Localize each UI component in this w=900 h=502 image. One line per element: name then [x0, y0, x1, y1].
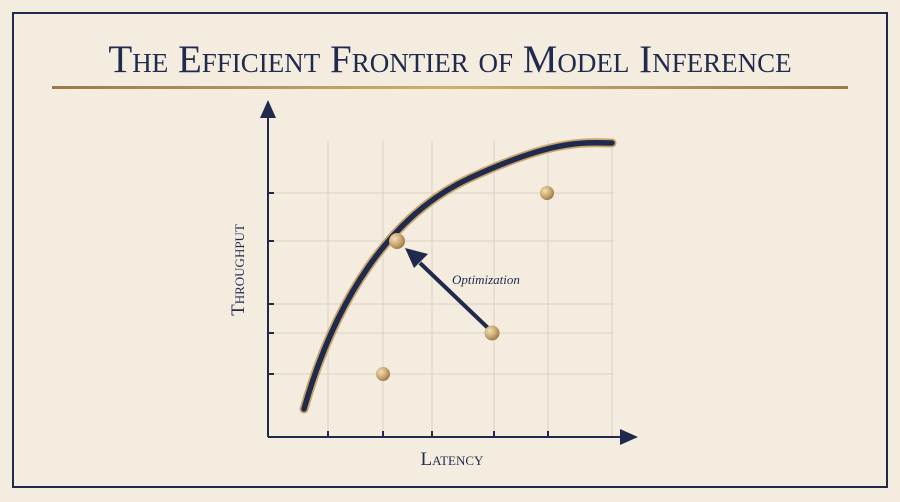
frontier-curve [301, 139, 615, 412]
axes [267, 112, 624, 438]
annotation: Optimization [452, 272, 520, 287]
arrow-head [405, 248, 428, 268]
title-rule [52, 86, 848, 89]
x-axis-label: Latency [421, 449, 484, 470]
y-arrow [260, 100, 276, 118]
point [376, 367, 390, 381]
point [484, 325, 500, 341]
y-axis-label: Throughput [228, 224, 249, 316]
title: The Efficient Frontier of Model Inferenc… [108, 38, 791, 81]
point [389, 233, 405, 249]
x-arrow [620, 429, 638, 445]
grid [268, 140, 614, 437]
frame [12, 12, 888, 488]
point [540, 186, 554, 200]
optimization-arrow [418, 261, 490, 330]
